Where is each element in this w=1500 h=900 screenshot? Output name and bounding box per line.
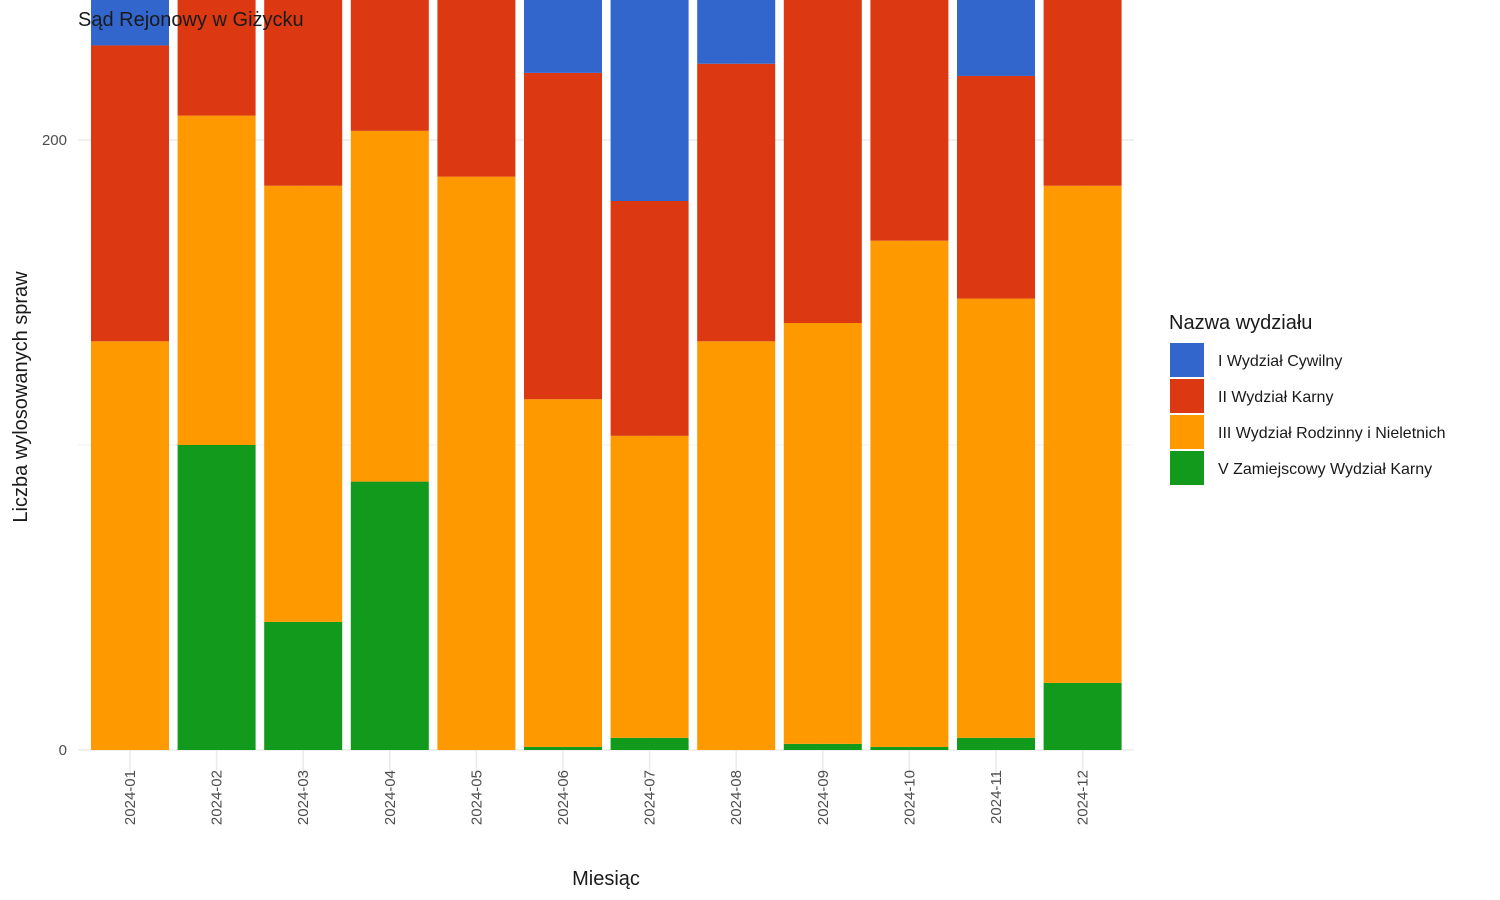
x-tick-label: 2024-06 xyxy=(555,770,572,825)
x-tick-label: 2024-04 xyxy=(382,770,399,825)
x-tick-label: 2024-10 xyxy=(901,770,918,825)
chart-title: Sąd Rejonowy w Giżycku xyxy=(78,9,304,31)
bar-segment xyxy=(957,737,1035,750)
bar-segment xyxy=(264,185,343,622)
bar-segment xyxy=(870,746,949,750)
x-tick-label: 2024-01 xyxy=(122,770,139,825)
legend-swatch xyxy=(1170,379,1204,413)
x-tick-label: 2024-02 xyxy=(209,770,226,825)
bar-segment xyxy=(610,0,689,201)
legend-label: V Zamiejscowy Wydział Karny xyxy=(1218,461,1432,478)
legend-label: I Wydział Cywilny xyxy=(1218,353,1342,370)
bar-segment xyxy=(1043,682,1122,750)
bar-segment xyxy=(1043,0,1122,186)
legend-title: Nazwa wydziału xyxy=(1169,312,1312,334)
bar-segment xyxy=(91,341,169,750)
bar-segment xyxy=(610,737,689,750)
y-tick-label: 200 xyxy=(42,132,67,149)
x-tick-label: 2024-09 xyxy=(815,770,832,825)
y-tick-label: 0 xyxy=(59,742,67,759)
bar-segment xyxy=(350,130,429,482)
y-axis-ticks: 0200400600 xyxy=(42,132,67,759)
bar-segment xyxy=(177,0,256,116)
y-axis-title: Liczba wylosowanych spraw xyxy=(10,271,32,523)
legend-swatch xyxy=(1170,415,1204,449)
bar-segment xyxy=(91,45,169,342)
bar-segment xyxy=(1043,185,1122,683)
legend-label: II Wydział Karny xyxy=(1218,389,1333,406)
bar-segment xyxy=(350,481,429,750)
x-axis-ticks: 2024-01 2024-02 2024-03 2024-04 2024-05 2024-… xyxy=(122,770,1092,825)
bars xyxy=(91,0,1122,751)
legend-swatch xyxy=(1170,451,1204,485)
x-tick-label: 2024-03 xyxy=(295,770,312,825)
legend: Nazwa wydziału I Wydział Cywilny II Wydzi… xyxy=(1169,312,1446,485)
bar-segment xyxy=(610,201,689,436)
bar-segment xyxy=(91,0,169,46)
x-tick-label: 2024-11 xyxy=(988,770,1005,824)
bar-segment xyxy=(524,746,602,750)
bar-segment xyxy=(524,72,602,400)
bar-segment xyxy=(177,115,256,445)
bar-segment xyxy=(264,0,343,186)
bar-segment xyxy=(697,0,776,64)
bar-segment xyxy=(957,298,1035,738)
bar-segment xyxy=(437,0,516,177)
bar-segment xyxy=(437,176,516,751)
bar-segment xyxy=(870,240,949,747)
bar-segment xyxy=(524,399,602,747)
legend-label: III Wydział Rodzinny i Nieletnich xyxy=(1218,425,1446,442)
bar-segment xyxy=(870,0,949,241)
x-tick-label: 2024-08 xyxy=(728,770,745,825)
bar-segment xyxy=(610,435,689,738)
bar-segment xyxy=(697,341,776,750)
bar-segment xyxy=(264,621,343,750)
bar-segment xyxy=(783,743,862,750)
bar-segment xyxy=(697,63,776,342)
bar-segment xyxy=(350,0,429,131)
x-tick-label: 2024-05 xyxy=(468,770,485,825)
bar-segment xyxy=(957,0,1035,76)
bar-segment xyxy=(783,323,862,744)
bar-segment xyxy=(783,0,862,323)
bar-segment xyxy=(524,0,602,73)
bar-segment xyxy=(957,75,1035,299)
legend-items: I Wydział Cywilny II Wydział Karny III Wyd… xyxy=(1170,343,1446,485)
x-axis-title: Miesiąc xyxy=(572,868,640,890)
legend-swatch xyxy=(1170,343,1204,377)
x-tick-label: 2024-12 xyxy=(1075,770,1092,825)
bar-segment xyxy=(177,445,256,750)
x-tick-label: 2024-07 xyxy=(642,770,659,825)
